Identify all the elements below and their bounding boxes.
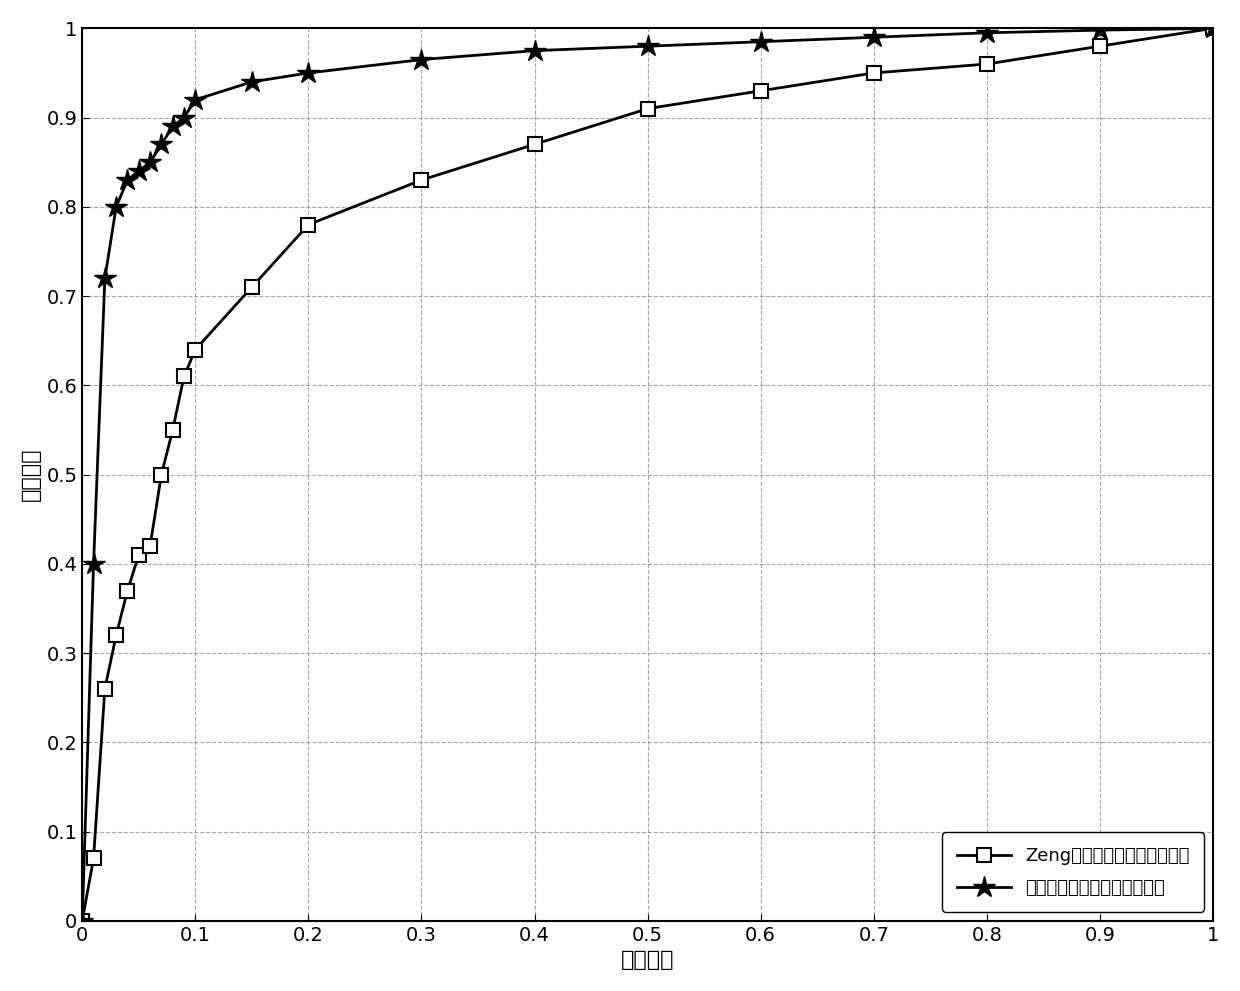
本发明所提出的频谱感知方法: [1092, 24, 1107, 36]
Zeng等人提出的频谱感知方法: [109, 629, 124, 641]
本发明所提出的频谱感知方法: [154, 139, 169, 151]
X-axis label: 虚警概率: 虚警概率: [621, 950, 675, 970]
本发明所提出的频谱感知方法: [74, 915, 89, 927]
Zeng等人提出的频谱感知方法: [131, 549, 146, 561]
Zeng等人提出的频谱感知方法: [414, 174, 429, 186]
本发明所提出的频谱感知方法: [188, 94, 203, 106]
本发明所提出的频谱感知方法: [1205, 23, 1220, 35]
Zeng等人提出的频谱感知方法: [154, 469, 169, 481]
本发明所提出的频谱感知方法: [301, 67, 316, 79]
本发明所提出的频谱感知方法: [244, 76, 259, 88]
本发明所提出的频谱感知方法: [109, 201, 124, 213]
本发明所提出的频谱感知方法: [867, 32, 882, 44]
Zeng等人提出的频谱感知方法: [165, 424, 180, 436]
本发明所提出的频谱感知方法: [131, 165, 146, 177]
Zeng等人提出的频谱感知方法: [867, 67, 882, 79]
Y-axis label: 检测概率: 检测概率: [21, 448, 41, 501]
Zeng等人提出的频谱感知方法: [244, 281, 259, 293]
Zeng等人提出的频谱感知方法: [143, 540, 157, 552]
本发明所提出的频谱感知方法: [120, 174, 135, 186]
Line: Zeng等人提出的频谱感知方法: Zeng等人提出的频谱感知方法: [76, 22, 1220, 928]
本发明所提出的频谱感知方法: [527, 45, 542, 56]
Zeng等人提出的频谱感知方法: [98, 683, 113, 695]
Zeng等人提出的频谱感知方法: [1205, 23, 1220, 35]
Zeng等人提出的频谱感知方法: [753, 85, 768, 97]
Zeng等人提出的频谱感知方法: [120, 585, 135, 597]
本发明所提出的频谱感知方法: [414, 54, 429, 65]
Zeng等人提出的频谱感知方法: [527, 139, 542, 151]
Zeng等人提出的频谱感知方法: [74, 915, 89, 927]
本发明所提出的频谱感知方法: [176, 112, 191, 124]
本发明所提出的频谱感知方法: [980, 27, 994, 39]
Legend: Zeng等人提出的频谱感知方法, 本发明所提出的频谱感知方法: Zeng等人提出的频谱感知方法, 本发明所提出的频谱感知方法: [942, 832, 1204, 912]
本发明所提出的频谱感知方法: [143, 157, 157, 168]
本发明所提出的频谱感知方法: [86, 558, 100, 570]
Zeng等人提出的频谱感知方法: [301, 219, 316, 231]
Zeng等人提出的频谱感知方法: [980, 58, 994, 70]
本发明所提出的频谱感知方法: [98, 273, 113, 284]
本发明所提出的频谱感知方法: [640, 41, 655, 53]
本发明所提出的频谱感知方法: [165, 121, 180, 133]
本发明所提出的频谱感知方法: [753, 36, 768, 48]
Zeng等人提出的频谱感知方法: [1092, 41, 1107, 53]
Zeng等人提出的频谱感知方法: [188, 344, 203, 356]
Zeng等人提出的频谱感知方法: [640, 103, 655, 115]
Line: 本发明所提出的频谱感知方法: 本发明所提出的频谱感知方法: [71, 17, 1224, 932]
Zeng等人提出的频谱感知方法: [176, 371, 191, 383]
Zeng等人提出的频谱感知方法: [86, 852, 100, 864]
